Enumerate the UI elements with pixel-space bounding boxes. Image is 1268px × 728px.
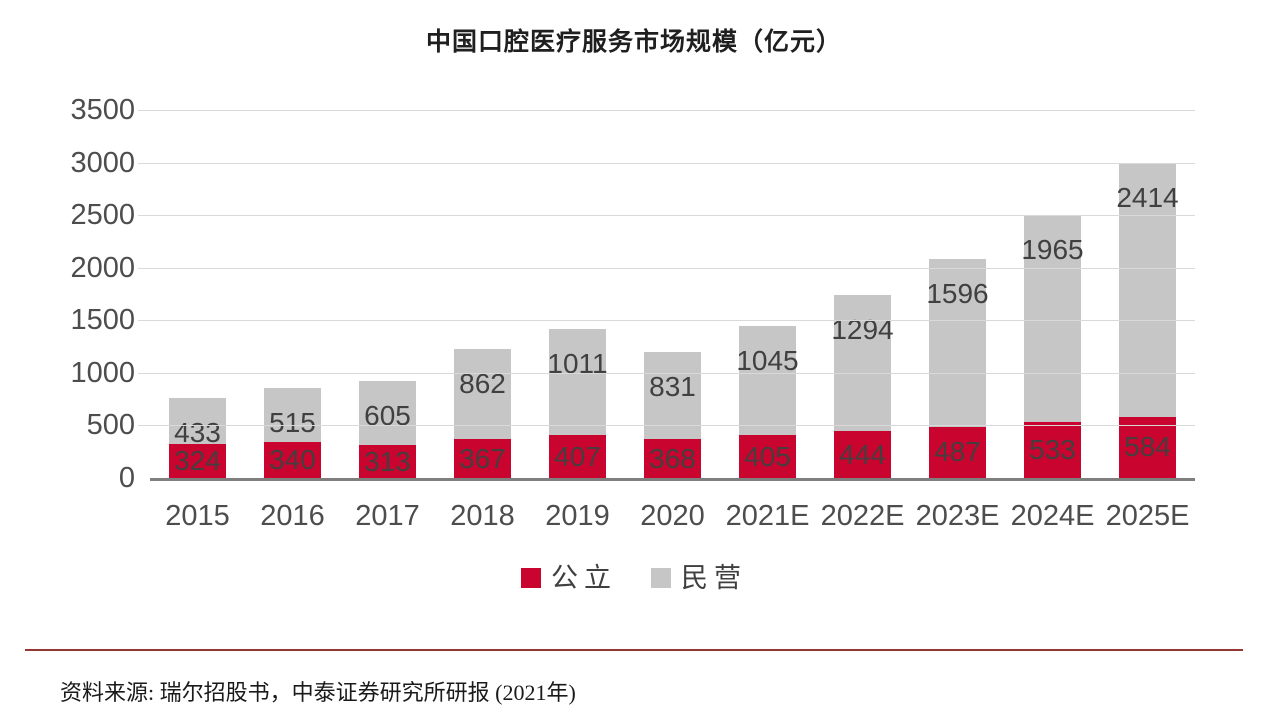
x-tick-label: 2016 bbox=[260, 500, 325, 532]
data-label-public: 405 bbox=[744, 440, 791, 472]
y-tick-label: 2500 bbox=[70, 199, 135, 232]
y-tick-label: 3000 bbox=[70, 146, 135, 179]
bar-segment-private bbox=[644, 351, 701, 440]
bar-group-2017: 605 313 bbox=[340, 110, 435, 478]
private-series-swatch-icon bbox=[651, 568, 671, 588]
bar-group-2020: 831 368 bbox=[625, 110, 720, 478]
gridline bbox=[138, 320, 1195, 322]
bar-segment-private bbox=[834, 295, 891, 432]
bar-segment-private bbox=[929, 259, 986, 427]
bar-segment-private bbox=[359, 381, 416, 446]
x-tick-label: 2021E bbox=[725, 500, 810, 532]
gridline bbox=[138, 372, 1195, 374]
bar-segment-public bbox=[739, 435, 796, 478]
data-label-public: 367 bbox=[459, 442, 506, 474]
data-label-public: 444 bbox=[839, 438, 886, 470]
x-tick-label: 2020 bbox=[640, 500, 705, 532]
y-tick-label: 1500 bbox=[70, 304, 135, 337]
x-tick-label: 2023E bbox=[915, 500, 1000, 532]
data-label-public: 313 bbox=[364, 445, 411, 477]
gridline bbox=[138, 110, 1195, 111]
x-tick-label: 2017 bbox=[355, 500, 420, 532]
bar-group-2021E: 1045 405 bbox=[720, 110, 815, 478]
data-label-public: 368 bbox=[649, 442, 696, 474]
legend-label-public: 公立 bbox=[551, 563, 617, 593]
data-label-private: 2414 bbox=[1116, 181, 1179, 213]
bar-segment-public bbox=[549, 435, 606, 478]
data-label-private: 831 bbox=[649, 370, 696, 402]
x-tick-label: 2024E bbox=[1010, 500, 1095, 532]
data-label-public: 487 bbox=[934, 436, 981, 468]
bar-group-2025E: 2414 584 bbox=[1100, 110, 1195, 478]
data-label-private: 605 bbox=[364, 400, 411, 432]
data-label-private: 1965 bbox=[1021, 234, 1084, 266]
data-label-private: 1294 bbox=[831, 314, 894, 346]
bar-segment-public bbox=[644, 439, 701, 478]
y-tick-label: 3500 bbox=[70, 94, 135, 126]
x-tick-label: 2018 bbox=[450, 500, 515, 532]
bar-segment-private bbox=[739, 325, 796, 436]
bar-segment-private bbox=[454, 348, 511, 440]
legend-item-public: 公立 bbox=[521, 563, 617, 593]
x-tick-label: 2015 bbox=[165, 500, 230, 532]
gridline bbox=[138, 162, 1195, 164]
source-note: 资料来源: 瑞尔招股书，中泰证券研究所研报 (2021年) bbox=[60, 680, 576, 705]
bar-segment-private bbox=[1119, 162, 1176, 417]
data-label-public: 340 bbox=[269, 444, 316, 476]
gridline bbox=[138, 425, 1195, 427]
bar-group-2016: 515 340 bbox=[245, 110, 340, 478]
y-tick-label: 2000 bbox=[70, 251, 135, 284]
gridline bbox=[138, 267, 1195, 269]
bar-group-2018: 862 367 bbox=[435, 110, 530, 478]
data-label-private: 515 bbox=[269, 407, 316, 439]
data-label-private: 1596 bbox=[926, 277, 989, 309]
bar-segment-private bbox=[264, 388, 321, 443]
data-label-public: 533 bbox=[1029, 433, 1076, 465]
bar-segment-private bbox=[1024, 215, 1081, 422]
y-tick-label: 500 bbox=[86, 409, 135, 442]
bar-segment-public bbox=[929, 426, 986, 478]
plot-area: 433 324 515 340 605 313 862 367 1011 407 831 368 104… bbox=[138, 110, 1195, 481]
bar-segment-public bbox=[834, 431, 891, 478]
bar-segment-private bbox=[169, 398, 226, 444]
x-tick-label: 2022E bbox=[820, 500, 905, 532]
bar-group-2019: 1011 407 bbox=[530, 110, 625, 478]
bar-segment-public bbox=[1024, 421, 1081, 478]
y-tick-label: 1000 bbox=[70, 356, 135, 389]
y-tick-label: 0 bbox=[118, 462, 135, 494]
bar-segment-public bbox=[359, 445, 416, 478]
gridline bbox=[138, 215, 1195, 217]
bar-segment-public bbox=[1119, 416, 1176, 478]
x-axis: 2015 2016 2017 2018 2019 2020 2021E 2022E 2023E 2… bbox=[150, 500, 1195, 532]
x-tick-label: 2025E bbox=[1105, 500, 1190, 532]
section-divider-rule bbox=[25, 649, 1243, 651]
chart-title: 中国口腔医疗服务市场规模（亿元） bbox=[425, 28, 842, 56]
data-label-public: 407 bbox=[554, 440, 601, 472]
data-label-public: 584 bbox=[1124, 431, 1171, 463]
data-label-public: 324 bbox=[174, 444, 221, 476]
data-label-private: 1011 bbox=[547, 347, 608, 379]
data-label-private: 1045 bbox=[736, 344, 799, 376]
bar-segment-public bbox=[454, 439, 511, 478]
bar-group-2015: 433 324 bbox=[150, 110, 245, 478]
bar-segment-public bbox=[169, 443, 226, 478]
legend: 公立 民营 bbox=[0, 563, 1268, 593]
bar-segment-private bbox=[549, 328, 606, 436]
x-tick-label: 2019 bbox=[545, 500, 610, 532]
bar-segment-public bbox=[264, 442, 321, 478]
bar-group-2024E: 1965 533 bbox=[1005, 110, 1100, 478]
legend-item-private: 民营 bbox=[651, 563, 747, 593]
data-label-private: 433 bbox=[174, 417, 221, 449]
legend-label-private: 民营 bbox=[681, 563, 747, 593]
bar-group-2022E: 1294 444 bbox=[815, 110, 910, 478]
bars-container: 433 324 515 340 605 313 862 367 1011 407 831 368 104… bbox=[150, 110, 1195, 478]
bar-group-2023E: 1596 487 bbox=[910, 110, 1005, 478]
public-series-swatch-icon bbox=[521, 568, 541, 588]
